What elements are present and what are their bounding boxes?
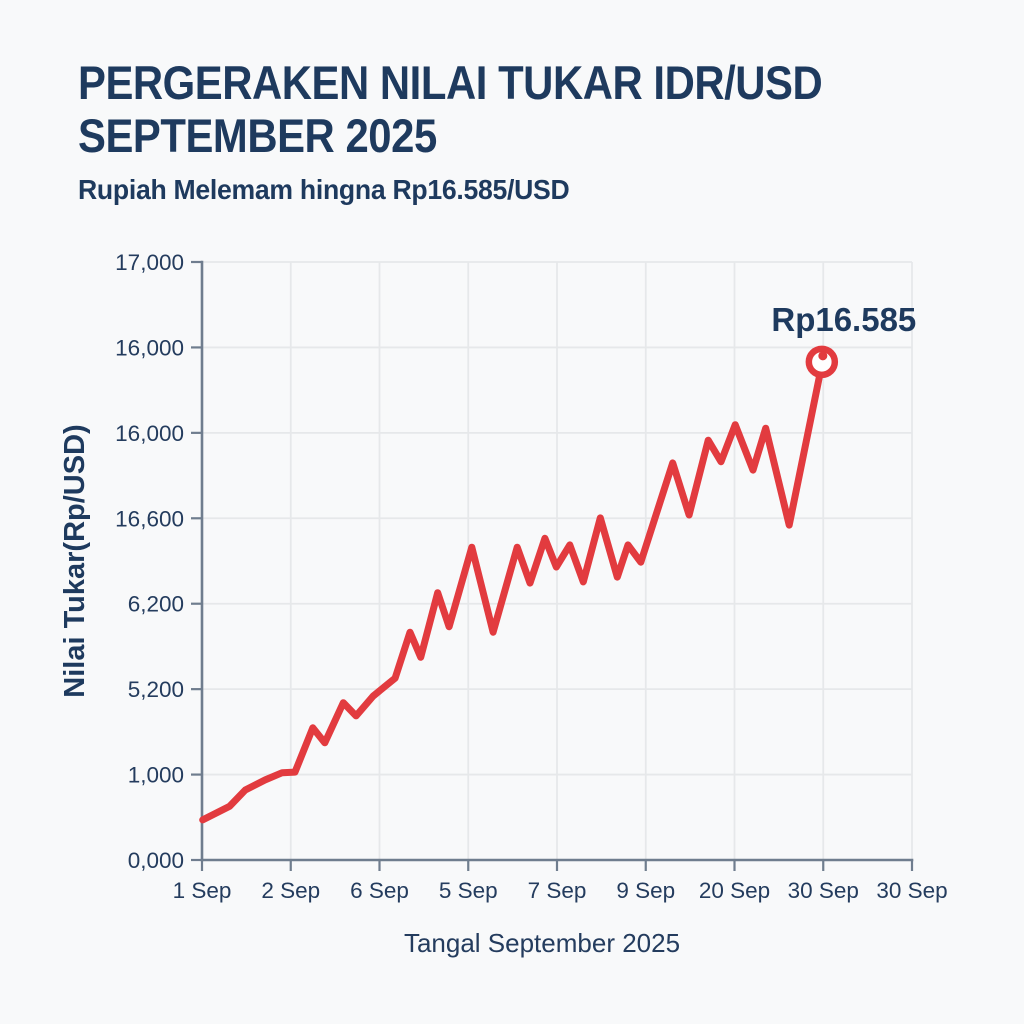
y-tick-label: 0,000 bbox=[128, 848, 184, 873]
y-tick-label: 1,000 bbox=[128, 763, 184, 788]
axis-ticks bbox=[191, 260, 914, 871]
x-tick-label: 9 Sep bbox=[616, 878, 675, 903]
page-title: PERGERAKEN NILAI TUKAR IDR/USD SEPTEMBER… bbox=[78, 56, 823, 162]
rate-line bbox=[199, 361, 826, 824]
x-tick-label: 20 Sep bbox=[699, 878, 770, 903]
y-tick-label: 5,200 bbox=[128, 677, 184, 702]
y-tick-label: 16,000 bbox=[115, 335, 184, 360]
x-tick-label: 5 Sep bbox=[439, 878, 498, 903]
end-marker-dot bbox=[818, 351, 828, 361]
y-tick-labels: 17,000 16,000 16,000 16,600 6,200 5,200 1,000 0… bbox=[115, 250, 184, 873]
y-tick-label: 17,000 bbox=[115, 250, 184, 275]
y-tick-label: 16,000 bbox=[115, 421, 184, 446]
x-axis-title: Tangal September 2025 bbox=[404, 928, 680, 958]
end-value-annotation: Rp16.585 bbox=[771, 301, 916, 338]
x-tick-label: 6 Sep bbox=[350, 878, 409, 903]
y-axis-title: Nilai Tukar(Rp/USD) bbox=[59, 424, 91, 697]
page-subtitle: Rupiah Melemam hingna Rp16.585/USD bbox=[78, 174, 570, 205]
x-tick-label: 1 Sep bbox=[173, 878, 232, 903]
y-tick-label: 6,200 bbox=[128, 592, 184, 617]
y-tick-label: 16,600 bbox=[115, 506, 184, 531]
end-marker-ring bbox=[805, 345, 839, 379]
end-point-marker bbox=[805, 345, 839, 379]
chart-header: PERGERAKEN NILAI TUKAR IDR/USD SEPTEMBER… bbox=[78, 56, 978, 206]
x-tick-label: 2 Sep bbox=[261, 878, 320, 903]
x-tick-label: 7 Sep bbox=[528, 878, 587, 903]
x-tick-label: 30 Sep bbox=[788, 878, 859, 903]
x-tick-labels: 1 Sep 2 Sep 6 Sep 5 Sep 7 Sep 9 Sep 20 Sep 30 S… bbox=[173, 878, 948, 903]
x-tick-label: 30 Sep bbox=[876, 878, 947, 903]
